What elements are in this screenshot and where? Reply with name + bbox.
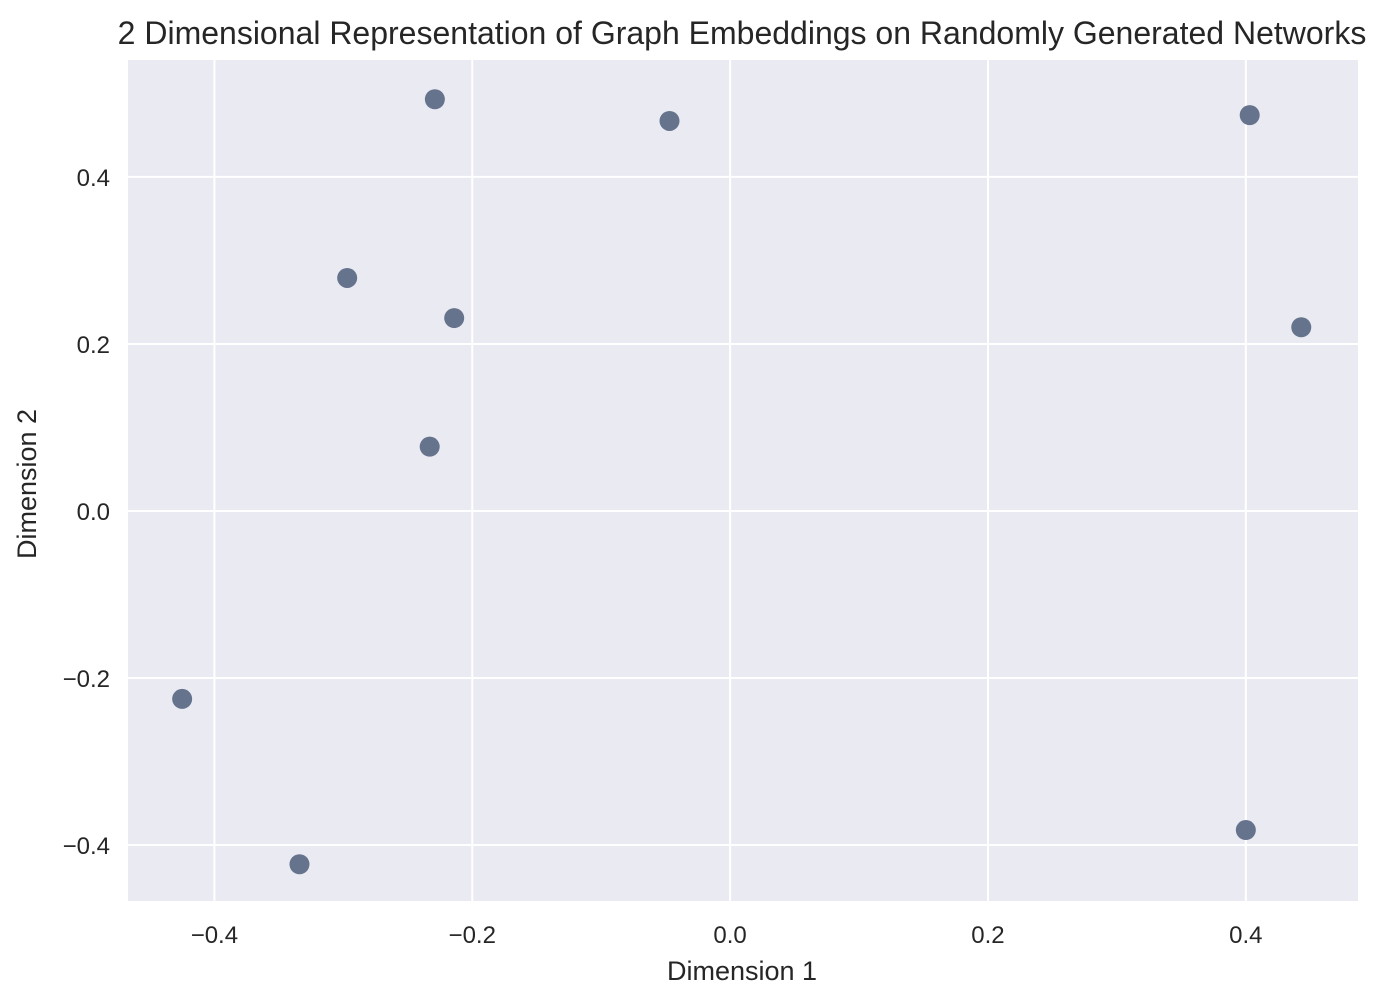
x-axis-label: Dimension 1 — [667, 956, 817, 986]
x-tick-label: 0.0 — [713, 922, 746, 949]
y-tick-label: 0.0 — [77, 499, 110, 526]
y-tick-label: 0.2 — [77, 332, 110, 359]
data-point — [289, 854, 310, 875]
y-axis-label: Dimension 2 — [12, 409, 42, 559]
x-tick-label: −0.4 — [191, 922, 238, 949]
data-point — [659, 110, 680, 131]
y-tick-label: −0.2 — [63, 666, 110, 693]
y-tick-label: −0.4 — [63, 833, 110, 860]
data-point — [1235, 820, 1256, 841]
data-point — [419, 436, 440, 457]
chart-title: 2 Dimensional Representation of Graph Em… — [118, 15, 1367, 51]
x-tick-labels: −0.4 −0.2 0.0 0.2 0.4 — [191, 922, 1263, 949]
y-tick-labels: −0.4 −0.2 0.0 0.2 0.4 — [63, 165, 110, 860]
data-point — [424, 89, 445, 110]
grid-lines — [128, 60, 1358, 901]
data-points — [172, 89, 1312, 875]
data-point — [444, 308, 465, 329]
y-tick-label: 0.4 — [77, 165, 110, 192]
plot-area — [128, 60, 1358, 901]
data-point — [1239, 105, 1260, 126]
data-point — [337, 267, 358, 288]
x-tick-label: 0.4 — [1229, 922, 1262, 949]
data-point — [1291, 317, 1312, 338]
x-tick-label: 0.2 — [971, 922, 1004, 949]
data-point — [172, 688, 193, 709]
x-tick-label: −0.2 — [449, 922, 496, 949]
